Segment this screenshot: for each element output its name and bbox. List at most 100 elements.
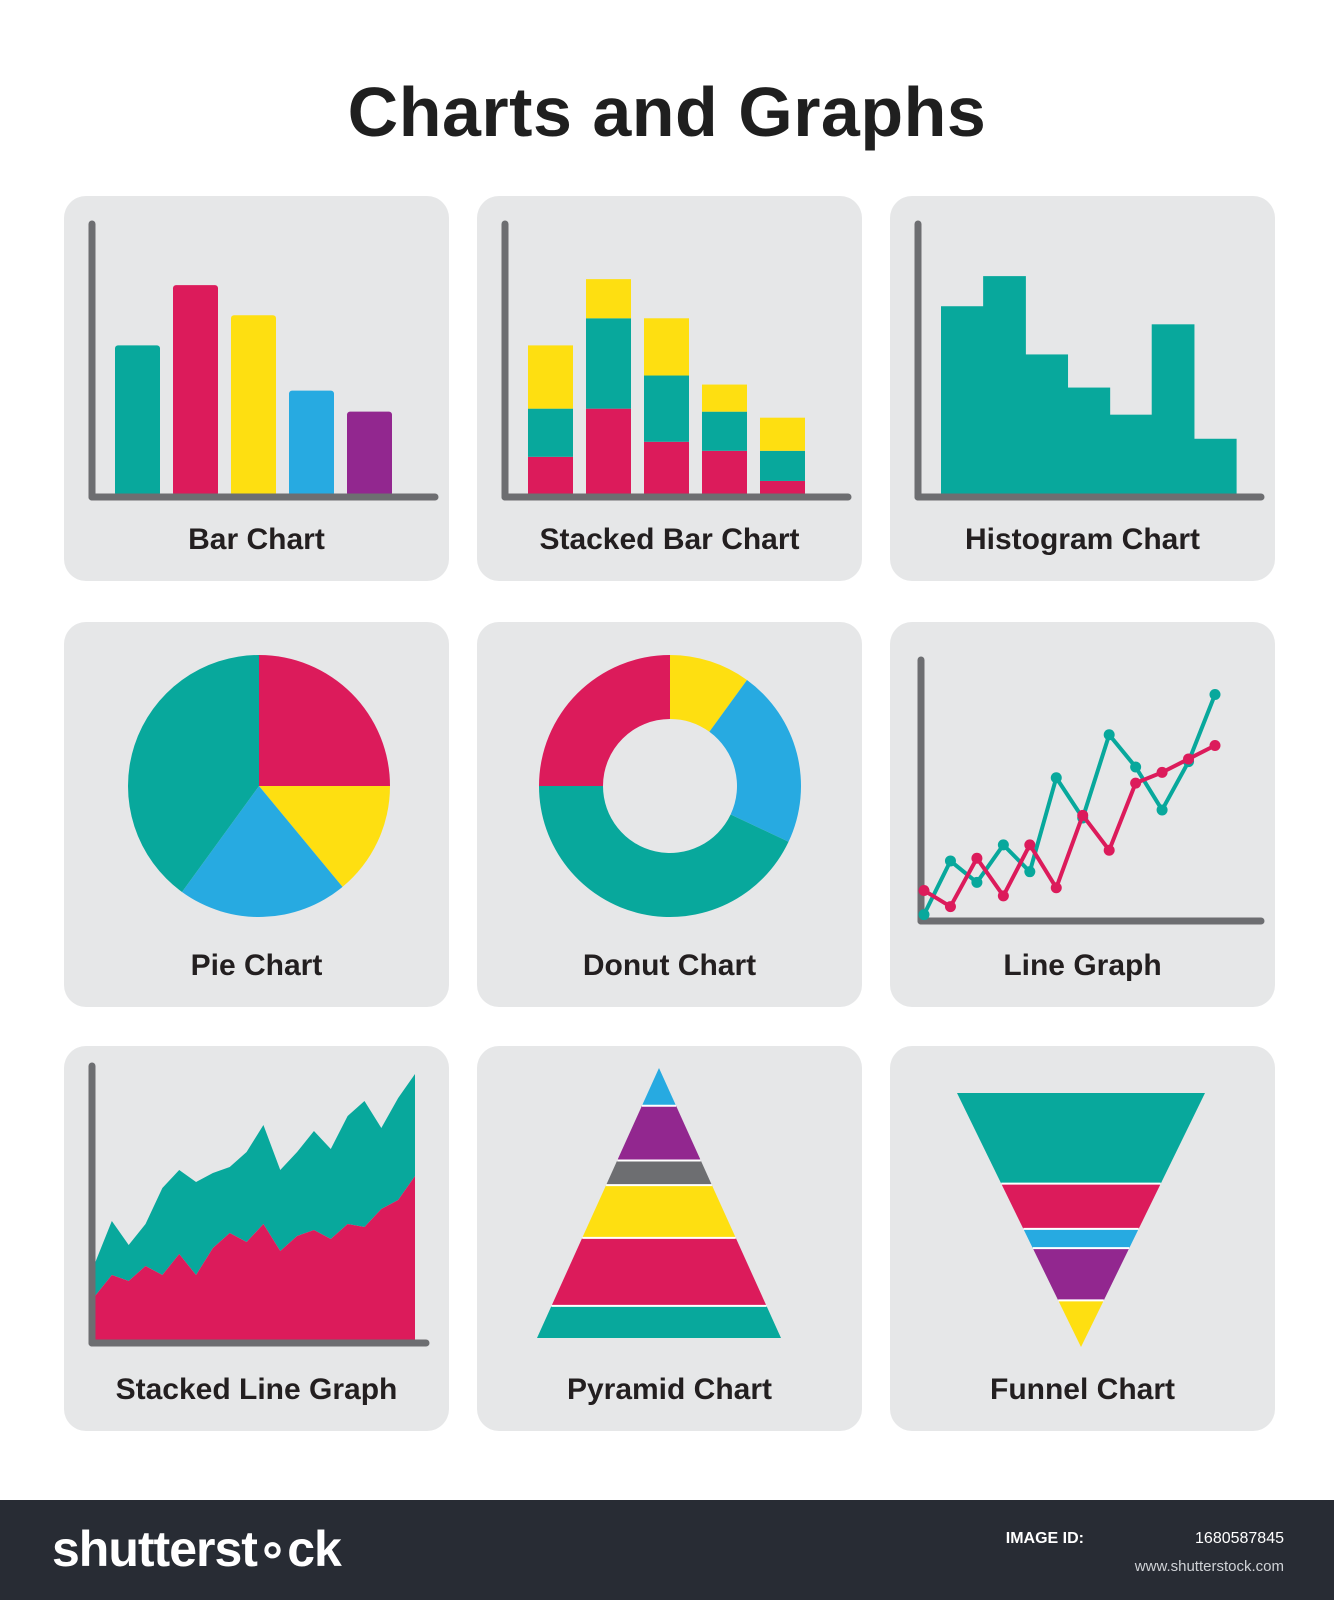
histogram-bin xyxy=(1067,387,1111,496)
line-point xyxy=(1024,839,1036,851)
donut-slice xyxy=(539,655,670,786)
stacked-bar-segment xyxy=(702,450,747,496)
stacked-bar-segment xyxy=(528,345,573,409)
tile-label-stacked-line-graph: Stacked Line Graph xyxy=(115,1373,398,1406)
line-point xyxy=(918,909,930,921)
tile-label-pie-chart: Pie Chart xyxy=(190,949,323,982)
tile-label-line-graph: Line Graph xyxy=(1003,949,1162,982)
area-layer xyxy=(95,1074,415,1296)
stacked-bar-segment xyxy=(702,384,747,412)
line-point xyxy=(1156,804,1168,816)
histogram-bin xyxy=(1025,354,1069,496)
stacked-bar-segment xyxy=(760,450,805,481)
line-point xyxy=(1077,809,1089,821)
bar-chart-graphic xyxy=(88,220,439,501)
line-point xyxy=(1103,844,1115,856)
pyramid-layer xyxy=(606,1160,712,1186)
bar xyxy=(173,285,218,496)
pie-slice xyxy=(127,655,259,892)
area-layer xyxy=(95,1176,415,1341)
donut-slice xyxy=(539,786,789,917)
line-point xyxy=(944,901,956,913)
line-point xyxy=(1130,777,1142,789)
stacked-bar-segment xyxy=(528,456,573,496)
line-point xyxy=(944,855,956,867)
funnel-layer xyxy=(1058,1300,1104,1347)
line-point xyxy=(1209,740,1221,752)
shutterstock-logo[interactable]: shutterst∘ck xyxy=(52,1521,342,1577)
stacked-bar-segment xyxy=(528,408,573,457)
line-point xyxy=(1050,882,1062,894)
line-point xyxy=(971,852,983,864)
funnel-layer xyxy=(957,1093,1205,1184)
tile-stacked-bar-chart[interactable]: Stacked Bar Chart xyxy=(477,196,862,581)
histogram-chart-graphic xyxy=(914,220,1265,501)
bar xyxy=(347,411,392,496)
footer-bar: shutterst∘ck IMAGE ID: 1680587845 www.sh… xyxy=(0,1500,1334,1600)
line-point xyxy=(997,890,1009,902)
stacked-bar-segment xyxy=(702,411,747,451)
funnel-layer xyxy=(1032,1248,1130,1301)
line-point xyxy=(1209,689,1221,701)
histogram-bin xyxy=(941,306,984,496)
pyramid-layer xyxy=(551,1237,767,1306)
image-id-label: IMAGE ID: xyxy=(1005,1530,1084,1547)
line-point xyxy=(1024,866,1036,878)
tile-line-graph[interactable]: Line Graph xyxy=(890,622,1275,1007)
stacked-bar-segment xyxy=(644,441,689,496)
line-point xyxy=(997,839,1009,851)
pyramid-layer xyxy=(537,1305,781,1338)
stacked-bar-segment xyxy=(586,279,631,319)
histogram-bin xyxy=(1151,324,1195,496)
pie-chart-graphic xyxy=(127,655,390,917)
pyramid-layer xyxy=(617,1105,701,1161)
funnel-chart-graphic xyxy=(957,1093,1205,1347)
stacked-bar-segment xyxy=(644,375,689,442)
line-point xyxy=(971,876,983,888)
pie-slice xyxy=(182,786,343,917)
stacked-bar-chart-graphic xyxy=(501,220,852,501)
line-graph-graphic xyxy=(917,656,1265,925)
tile-label-donut-chart: Donut Chart xyxy=(582,949,757,982)
line-series xyxy=(922,693,1217,916)
pyramid-layer xyxy=(582,1185,736,1238)
funnel-layer xyxy=(1023,1228,1139,1249)
tile-histogram-chart[interactable]: Histogram Chart xyxy=(890,196,1275,581)
tile-stacked-line-graph[interactable]: Stacked Line Graph xyxy=(64,1046,449,1431)
histogram-bin xyxy=(983,276,1026,496)
tile-pyramid-chart[interactable]: Pyramid Chart xyxy=(477,1046,862,1431)
image-id-value: 1680587845 xyxy=(1195,1530,1284,1547)
stacked-line-graph-graphic xyxy=(88,1062,430,1347)
tile-label-histogram-chart: Histogram Chart xyxy=(964,523,1201,556)
line-point xyxy=(1183,753,1195,765)
tile-label-funnel-chart: Funnel Chart xyxy=(990,1373,1175,1406)
tile-bar-chart[interactable]: Bar Chart xyxy=(64,196,449,581)
bar xyxy=(289,390,334,496)
footer-url[interactable]: www.shutterstock.com xyxy=(1134,1558,1284,1575)
bar xyxy=(231,315,276,496)
pyramid-chart-graphic xyxy=(537,1068,781,1338)
line-point xyxy=(1130,761,1142,773)
stacked-bar-segment xyxy=(586,318,631,409)
stacked-bar-segment xyxy=(586,408,631,496)
pie-slice xyxy=(259,655,390,786)
pie-slice xyxy=(259,786,390,887)
tile-pie-chart[interactable]: Pie Chart xyxy=(64,622,449,1007)
tile-label-bar-chart: Bar Chart xyxy=(188,523,325,556)
stacked-bar-segment xyxy=(644,318,689,376)
line-point xyxy=(1156,766,1168,778)
line-series xyxy=(922,743,1216,909)
pyramid-layer xyxy=(641,1068,677,1106)
tile-label-pyramid-chart: Pyramid Chart xyxy=(566,1373,773,1406)
funnel-layer xyxy=(1001,1183,1161,1229)
tile-label-stacked-bar-chart: Stacked Bar Chart xyxy=(539,523,800,556)
stacked-bar-segment xyxy=(760,417,805,451)
histogram-bin xyxy=(1193,438,1237,496)
line-point xyxy=(1103,729,1115,741)
tile-donut-chart[interactable]: Donut Chart xyxy=(477,622,862,1007)
donut-slice xyxy=(709,680,801,842)
bar xyxy=(115,345,160,496)
donut-slice xyxy=(670,655,747,732)
tile-funnel-chart[interactable]: Funnel Chart xyxy=(890,1046,1275,1431)
stacked-bar-segment xyxy=(760,480,805,496)
